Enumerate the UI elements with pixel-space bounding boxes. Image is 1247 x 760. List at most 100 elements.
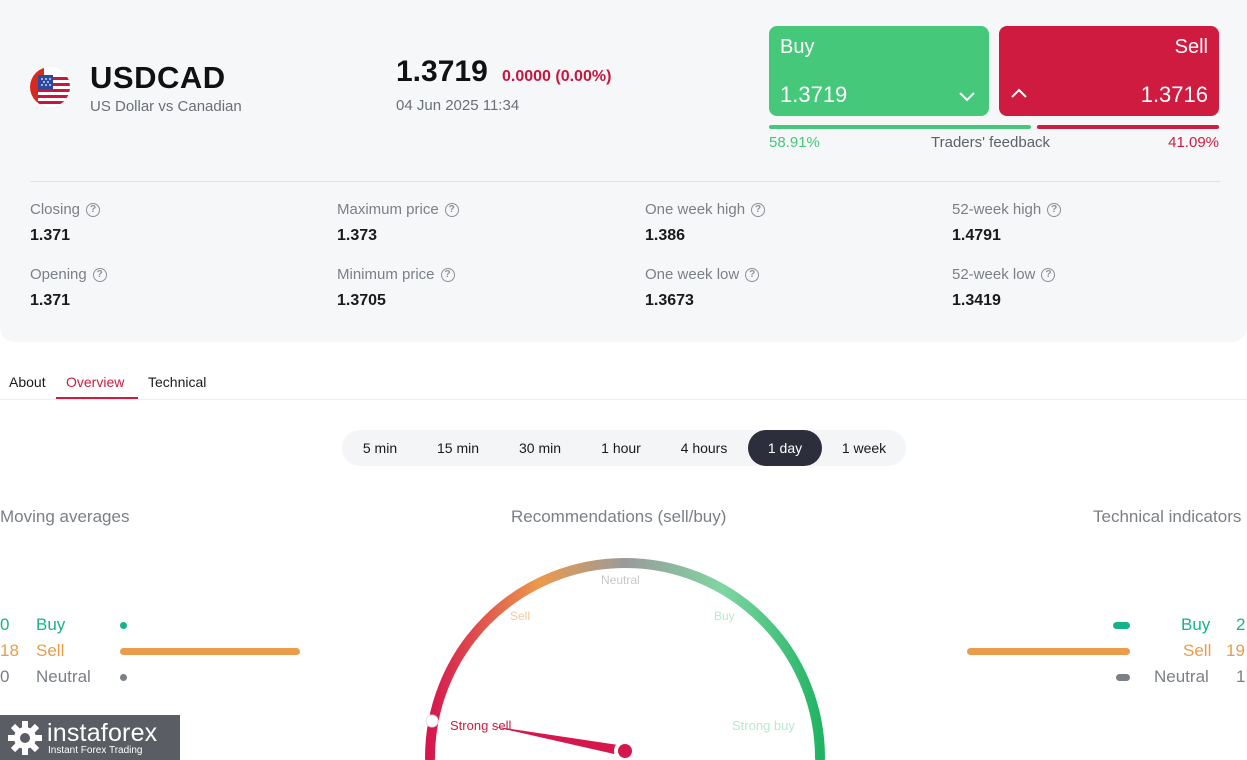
ti-buy-count: 2 [1236,615,1246,634]
gauge-marker [425,714,439,728]
logo-tagline: Instant Forex Trading [48,745,143,756]
stat-label: Minimum price [337,266,435,283]
period-1-day[interactable]: 1 day [748,430,822,466]
stat-opening: Opening? 1.371 [30,266,107,310]
chevron-down-icon [959,92,975,102]
buy-button[interactable]: Buy 1.3719 [769,26,989,116]
period-4-hours[interactable]: 4 hours [680,440,728,456]
period-selector: 5 min 15 min 30 min 1 hour 4 hours 1 day… [342,430,906,466]
ti-neutral-row: Neutral 1 [1120,667,1247,689]
moving-averages-title: Moving averages [0,507,130,526]
stat-value: 1.371 [30,292,71,309]
help-icon[interactable]: ? [1041,267,1056,282]
gauge-arc [425,558,825,760]
stat-label: One week high [645,201,746,218]
help-icon[interactable]: ? [92,267,107,282]
buy-price: 1.3719 [780,82,848,107]
stat-label: 52-week high [952,201,1042,218]
stat-minimum-price: Minimum price? 1.3705 [337,266,455,310]
feedback-sell-bar [1037,125,1219,129]
period-5-min[interactable]: 5 min [362,440,398,456]
period-1-hour[interactable]: 1 hour [601,440,641,456]
price-timestamp: 04 Jun 2025 11:34 [396,97,520,114]
help-icon[interactable]: ? [751,202,766,217]
stat-52-week-high: 52-week high? 1.4791 [952,201,1062,245]
stat-label: Opening [30,266,87,283]
help-icon[interactable]: ? [1047,202,1062,217]
help-icon[interactable]: ? [86,202,101,217]
sell-button-label: Sell [1174,36,1208,58]
ma-buy-label: Buy [36,615,66,634]
stat-52-week-low: 52-week low? 1.3419 [952,266,1056,310]
stat-label: 52-week low [952,266,1036,283]
ma-neutral-row: 0 Neutral [0,667,320,689]
help-icon[interactable]: ? [745,267,760,282]
logo-brand-text: instaforex [47,719,158,747]
ma-neutral-label: Neutral [36,667,91,686]
buy-button-label: Buy [780,36,815,58]
stat-value: 1.4791 [952,227,1001,244]
ti-sell-bar [967,648,1130,655]
sell-button[interactable]: Sell 1.3716 [999,26,1219,116]
stat-label: Closing [30,201,81,218]
label-neutral: Neutral [601,573,640,587]
needle-pivot-center [618,744,632,758]
help-icon[interactable]: ? [440,267,455,282]
ti-neutral-bar [1116,674,1130,681]
stat-closing: Closing? 1.371 [30,201,101,245]
label-buy: Buy [714,609,735,623]
stat-one-week-high: One week high? 1.386 [645,201,766,245]
feedback-sell-percent: 41.09% [1168,134,1219,151]
label-sell: Sell [510,609,530,623]
recommendations-title: Recommendations (sell/buy) [511,507,727,526]
active-tab-indicator [56,397,138,399]
traders-feedback-label: Traders' feedback [931,134,1051,151]
stat-value: 1.3705 [337,292,386,309]
ti-buy-label: Buy [1181,615,1211,634]
stat-value: 1.373 [337,227,378,244]
ti-sell-count: 19 [1226,641,1245,660]
technical-indicators-title: Technical indicators [1093,507,1242,526]
label-strong-buy: Strong buy [732,718,795,733]
divider [30,181,1220,182]
tab-bar: About Overview Technical [0,364,1247,400]
ti-buy-row: Buy 2 [1120,615,1247,637]
period-1-week[interactable]: 1 week [841,440,887,456]
stat-value: 1.371 [30,227,71,244]
stat-value: 1.386 [645,227,686,244]
ma-buy-bar [120,622,127,629]
help-icon[interactable]: ? [444,202,459,217]
feedback-buy-bar [769,125,1031,129]
price-change: 0.0000 (0.00%) [502,68,612,85]
instrument-description: US Dollar vs Canadian [90,98,242,115]
gauge-needle [491,726,625,756]
tab-overview[interactable]: Overview [66,374,125,390]
sell-price: 1.3716 [1140,82,1208,107]
ma-buy-row: 0 Buy [0,615,320,637]
ma-sell-row: 18 Sell [0,641,320,663]
chevron-up-icon [1011,88,1027,98]
ma-sell-bar [120,648,300,655]
ti-buy-bar [1113,622,1130,629]
label-strong-sell: Strong sell [450,718,512,733]
instaforex-logo: instaforex Instant Forex Trading [0,715,180,760]
instrument-card: USDCAD US Dollar vs Canadian 1.3719 0.00… [0,0,1247,342]
ma-neutral-count: 0 [0,667,10,686]
period-15-min[interactable]: 15 min [436,440,480,456]
stat-label: Maximum price [337,201,439,218]
tab-about[interactable]: About [9,374,46,390]
ma-neutral-bar [120,674,127,681]
current-price: 1.3719 [396,55,488,88]
stat-value: 1.3419 [952,292,1001,309]
tab-technical[interactable]: Technical [148,374,207,390]
stat-maximum-price: Maximum price? 1.373 [337,201,459,245]
ti-neutral-label: Neutral [1154,667,1209,686]
ti-neutral-count: 1 [1236,667,1246,686]
ma-buy-count: 0 [0,615,10,634]
us-ca-flag-icon [30,67,70,107]
instrument-symbol: USDCAD [90,60,226,95]
ti-sell-label: Sell [1183,641,1212,660]
period-30-min[interactable]: 30 min [518,440,562,456]
ma-sell-label: Sell [36,641,65,660]
